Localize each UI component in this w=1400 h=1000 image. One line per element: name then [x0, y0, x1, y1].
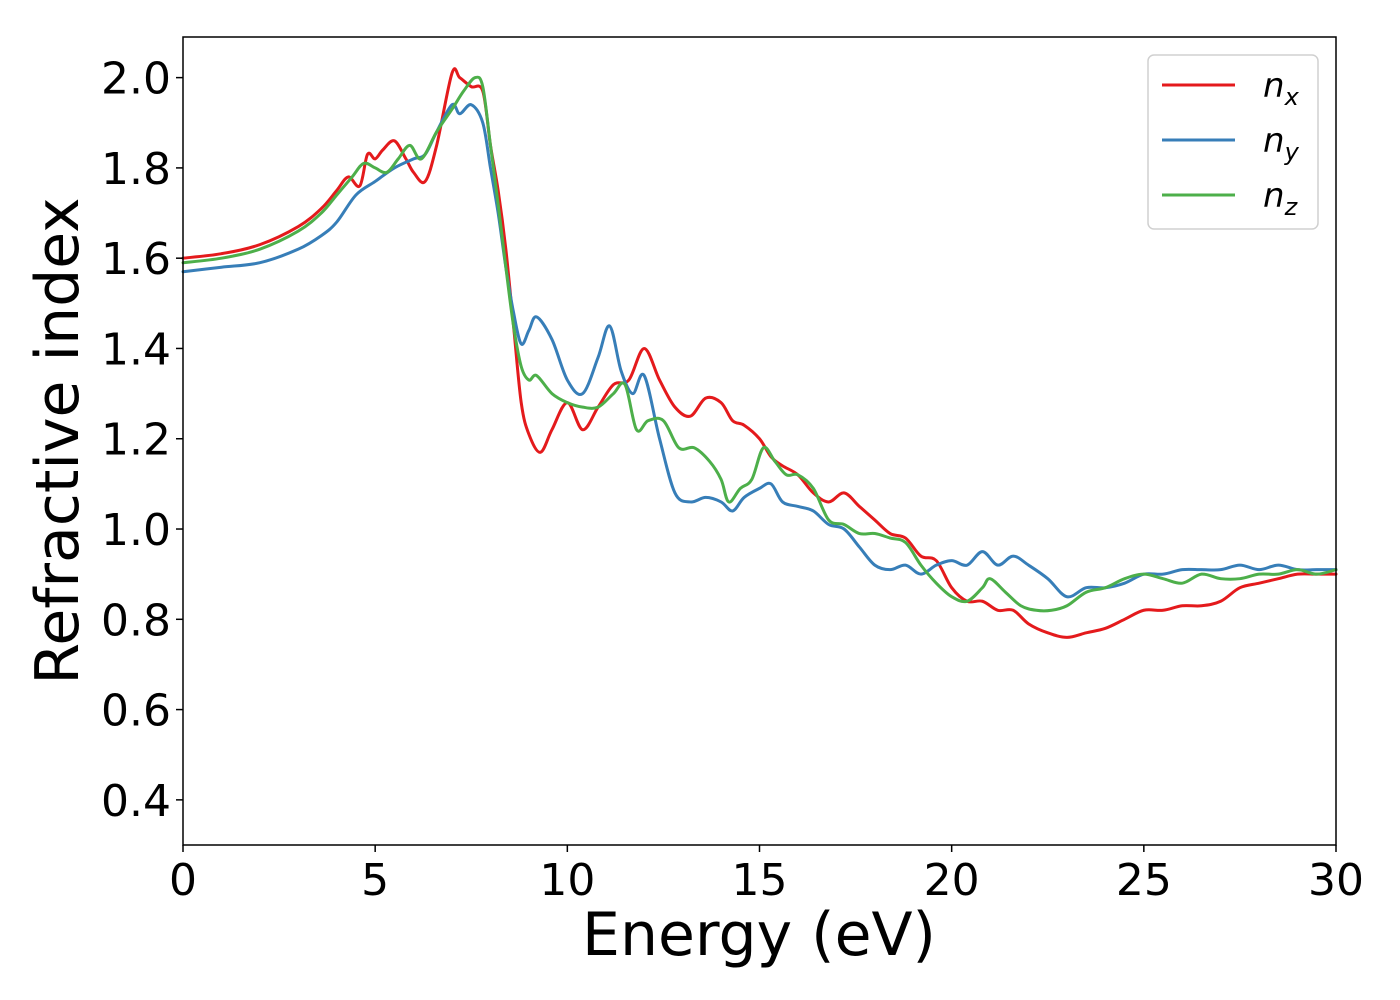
legend-label-subscript: x	[1284, 83, 1300, 111]
x-tick-label: 5	[361, 855, 389, 906]
x-axis-title: Energy (eV)	[582, 900, 936, 970]
x-tick-label: 10	[539, 855, 595, 906]
legend-label-base: n	[1263, 121, 1285, 161]
legend-label-subscript: y	[1284, 138, 1300, 166]
y-tick-label: 0.6	[101, 686, 171, 737]
series-line-z	[181, 75, 1338, 613]
y-tick-label: 1.0	[101, 505, 171, 556]
legend-label-base: n	[1263, 66, 1285, 106]
plot-frame	[182, 36, 1337, 846]
series-layer	[181, 67, 1338, 639]
y-tick-label: 1.8	[101, 144, 171, 195]
x-tick-label: 15	[732, 855, 788, 906]
legend-label-subscript: z	[1284, 193, 1299, 221]
y-tick-label: 1.2	[101, 415, 171, 466]
x-tick-label: 30	[1308, 855, 1364, 906]
y-tick-label: 0.8	[101, 595, 171, 646]
legend-box	[1147, 54, 1319, 230]
x-axis-ticks: 0 5 10 15 20 25 30	[169, 845, 1364, 906]
series-line-x	[181, 67, 1338, 639]
y-tick-label: 0.4	[101, 776, 171, 827]
x-tick-label: 25	[1116, 855, 1172, 906]
legend-label-z: nz	[1263, 176, 1299, 221]
legend-label-y: ny	[1263, 121, 1300, 166]
y-tick-label: 1.6	[101, 234, 171, 285]
legend-label-base: n	[1263, 176, 1285, 216]
y-tick-label: 2.0	[101, 54, 171, 105]
x-tick-label: 20	[924, 855, 980, 906]
y-axis-ticks: 0.4 0.6 0.8 1.0 1.2 1.4 1.6 1.8 2.0	[101, 54, 183, 827]
x-tick-label: 0	[169, 855, 197, 906]
y-tick-label: 1.4	[101, 324, 171, 375]
y-axis-title: Refractive index	[23, 197, 93, 684]
legend-label-x: nx	[1263, 66, 1300, 111]
